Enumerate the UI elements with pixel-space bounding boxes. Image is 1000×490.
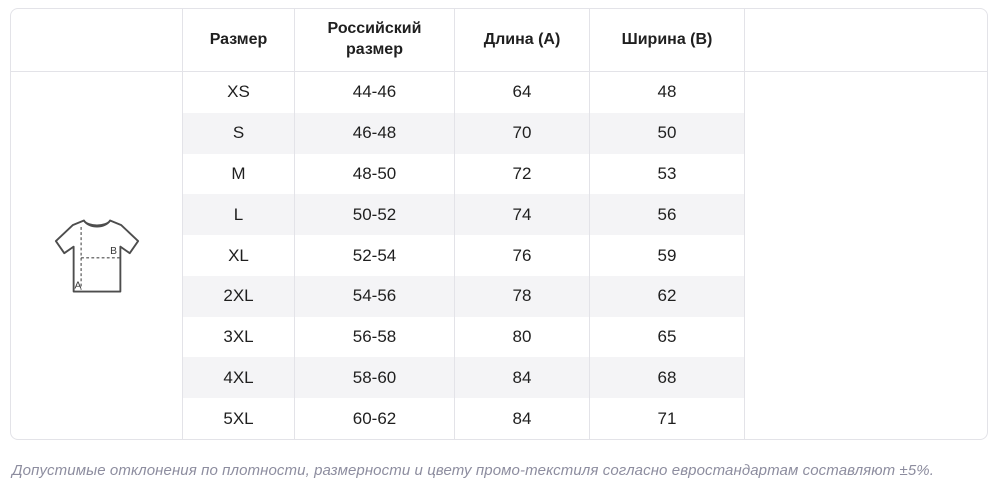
cell-width: 56 — [590, 194, 745, 236]
cell-filler — [745, 154, 987, 195]
cell-russian-size: 46-48 — [295, 112, 455, 154]
cell-russian-size: 60-62 — [295, 398, 455, 439]
column-header-size: Размер — [183, 9, 295, 71]
cell-russian-size: 50-52 — [295, 194, 455, 236]
size-chart-table: Размер Российский размер Длина (A) Ширин… — [10, 8, 988, 440]
column-header-width: Ширина (B) — [590, 9, 745, 71]
cell-size: 3XL — [183, 316, 295, 358]
cell-size: M — [183, 153, 295, 195]
table-header-row: Размер Российский размер Длина (A) Ширин… — [11, 9, 987, 72]
cell-size: L — [183, 194, 295, 236]
label-b: B — [110, 246, 117, 257]
label-a: A — [74, 280, 81, 291]
cell-russian-size: 48-50 — [295, 153, 455, 195]
cell-filler — [745, 357, 987, 398]
cell-size: 4XL — [183, 357, 295, 399]
tshirt-measurement-icon: A B — [54, 219, 139, 292]
cell-size: 5XL — [183, 398, 295, 439]
cell-russian-size: 54-56 — [295, 275, 455, 317]
cell-filler — [745, 113, 987, 154]
column-header-russian-size: Российский размер — [295, 9, 455, 71]
cell-length: 64 — [455, 72, 590, 113]
cell-width: 59 — [590, 235, 745, 276]
table-row: XS 44-46 64 48 — [183, 72, 987, 113]
table-row: 5XL 60-62 84 71 — [183, 398, 987, 439]
cell-russian-size: 44-46 — [295, 72, 455, 113]
table-row: M 48-50 72 53 — [183, 153, 987, 195]
cell-width: 68 — [590, 357, 745, 399]
cell-russian-size: 56-58 — [295, 316, 455, 358]
cell-russian-size: 58-60 — [295, 357, 455, 399]
table-row: 2XL 54-56 78 62 — [183, 275, 987, 317]
cell-filler — [745, 398, 987, 439]
cell-size: XS — [183, 72, 295, 113]
cell-filler — [745, 235, 987, 276]
cell-width: 65 — [590, 316, 745, 358]
cell-length: 80 — [455, 316, 590, 358]
cell-width: 71 — [590, 398, 745, 439]
column-header-length: Длина (A) — [455, 9, 590, 71]
cell-length: 84 — [455, 357, 590, 399]
header-filler-cell — [745, 9, 987, 71]
cell-length: 84 — [455, 398, 590, 439]
cell-size: S — [183, 112, 295, 154]
cell-length: 72 — [455, 153, 590, 195]
cell-width: 62 — [590, 275, 745, 317]
table-row: 3XL 56-58 80 65 — [183, 316, 987, 358]
tolerance-footnote: Допустимые отклонения по плотности, разм… — [12, 462, 934, 479]
cell-length: 70 — [455, 112, 590, 154]
cell-length: 76 — [455, 235, 590, 276]
cell-filler — [745, 72, 987, 113]
cell-width: 50 — [590, 112, 745, 154]
table-row: 4XL 58-60 84 68 — [183, 357, 987, 399]
header-spacer-cell — [11, 9, 183, 71]
table-row: S 46-48 70 50 — [183, 112, 987, 154]
table-body-area: A B XS 44-46 64 48 S 46-48 70 50 M 48-50… — [11, 72, 987, 439]
table-row: L 50-52 74 56 — [183, 194, 987, 236]
cell-length: 74 — [455, 194, 590, 236]
cell-filler — [745, 194, 987, 235]
cell-size: XL — [183, 235, 295, 276]
cell-filler — [745, 276, 987, 317]
cell-width: 48 — [590, 72, 745, 113]
cell-size: 2XL — [183, 275, 295, 317]
cell-russian-size: 52-54 — [295, 235, 455, 276]
cell-filler — [745, 317, 987, 358]
tshirt-diagram-cell: A B — [11, 72, 183, 439]
table-row: XL 52-54 76 59 — [183, 235, 987, 276]
table-rows: XS 44-46 64 48 S 46-48 70 50 M 48-50 72 … — [183, 72, 987, 439]
cell-length: 78 — [455, 275, 590, 317]
cell-width: 53 — [590, 153, 745, 195]
